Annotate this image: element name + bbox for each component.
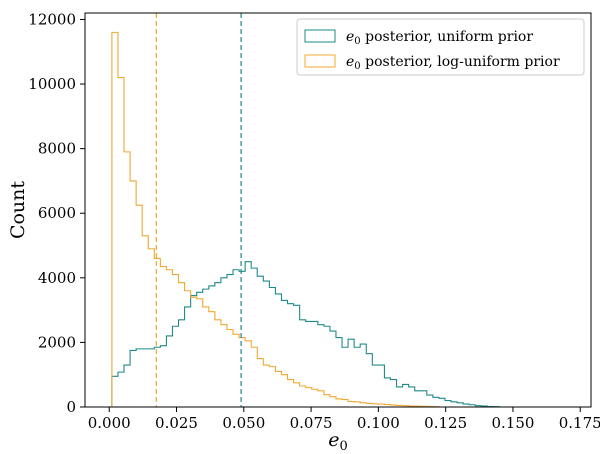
legend-swatch-log-uniform	[304, 54, 336, 68]
median-lines	[155, 13, 242, 407]
plot-frame	[84, 12, 592, 408]
x-tick-label: 0.150	[491, 414, 534, 432]
histogram-series-1	[111, 31, 440, 408]
y-tick-label: 8000	[38, 140, 76, 158]
y-axis-label: Count	[7, 181, 29, 239]
legend-entry-log-uniform: e0 posterior, log-uniform prior	[304, 54, 560, 72]
legend-label-log-uniform: e0 posterior, log-uniform prior	[346, 54, 560, 72]
x-axis-ticks: 0.000 0.025 0.050 0.075 0.100 0.125 0.150 0.175	[88, 407, 600, 432]
y-axis-ticks: 0 2000 4000 6000 8000 10000 12000	[28, 10, 85, 416]
x-tick-label: 0.100	[357, 414, 400, 432]
x-tick-label: 0.125	[424, 414, 467, 432]
y-tick-label: 12000	[28, 10, 76, 28]
x-axis-label: e0	[328, 429, 348, 454]
y-tick-label: 0	[66, 398, 76, 416]
x-tick-label: 0.175	[559, 414, 600, 432]
x-tick-label: 0.075	[290, 414, 333, 432]
y-tick-label: 6000	[38, 204, 76, 222]
y-tick-label: 10000	[28, 75, 76, 93]
histogram-series-0	[111, 261, 501, 408]
x-tick-label: 0.050	[222, 414, 265, 432]
y-tick-label: 4000	[38, 269, 76, 287]
legend: e0 posterior, uniform prior e0 posterior…	[296, 18, 585, 76]
y-tick-label: 2000	[38, 333, 76, 351]
plot-series	[111, 31, 501, 408]
legend-swatch-uniform	[304, 29, 336, 43]
legend-entry-uniform: e0 posterior, uniform prior	[304, 29, 533, 47]
legend-label-uniform: e0 posterior, uniform prior	[346, 29, 533, 47]
x-tick-label: 0.025	[155, 414, 198, 432]
x-tick-label: 0.000	[88, 414, 131, 432]
legend-box	[296, 18, 585, 76]
